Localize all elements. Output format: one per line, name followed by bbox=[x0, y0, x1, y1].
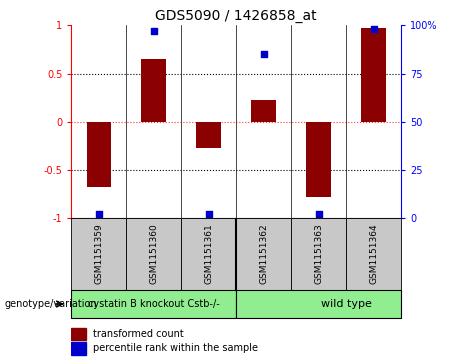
Bar bbox=[291, 218, 346, 290]
Text: transformed count: transformed count bbox=[93, 329, 183, 339]
Bar bbox=[126, 218, 181, 290]
Bar bbox=[361, 28, 386, 122]
Bar bbox=[71, 342, 86, 355]
Title: GDS5090 / 1426858_at: GDS5090 / 1426858_at bbox=[155, 9, 317, 23]
Point bbox=[205, 211, 213, 217]
Text: cystatin B knockout Cstb-/-: cystatin B knockout Cstb-/- bbox=[88, 299, 220, 309]
Point bbox=[315, 211, 322, 217]
Bar bbox=[87, 122, 111, 187]
Bar bbox=[346, 218, 401, 290]
Text: GSM1151361: GSM1151361 bbox=[204, 224, 213, 285]
Text: GSM1151360: GSM1151360 bbox=[149, 224, 159, 285]
Text: GSM1151364: GSM1151364 bbox=[369, 224, 378, 285]
Text: wild type: wild type bbox=[321, 299, 372, 309]
Bar bbox=[71, 290, 236, 318]
Text: GSM1151362: GSM1151362 bbox=[259, 224, 268, 285]
Point bbox=[95, 211, 103, 217]
Bar bbox=[71, 327, 86, 340]
Bar bbox=[181, 218, 236, 290]
Text: GSM1151363: GSM1151363 bbox=[314, 224, 323, 285]
Bar bbox=[196, 122, 221, 148]
Bar bbox=[306, 122, 331, 197]
Point bbox=[260, 51, 267, 57]
Text: genotype/variation: genotype/variation bbox=[5, 299, 97, 309]
Bar bbox=[71, 218, 126, 290]
Text: GSM1151359: GSM1151359 bbox=[95, 224, 103, 285]
Bar bbox=[236, 218, 291, 290]
Bar bbox=[236, 290, 401, 318]
Point bbox=[370, 26, 377, 32]
Point bbox=[150, 28, 158, 34]
Text: percentile rank within the sample: percentile rank within the sample bbox=[93, 343, 258, 354]
Bar bbox=[142, 59, 166, 122]
Bar bbox=[251, 101, 276, 122]
